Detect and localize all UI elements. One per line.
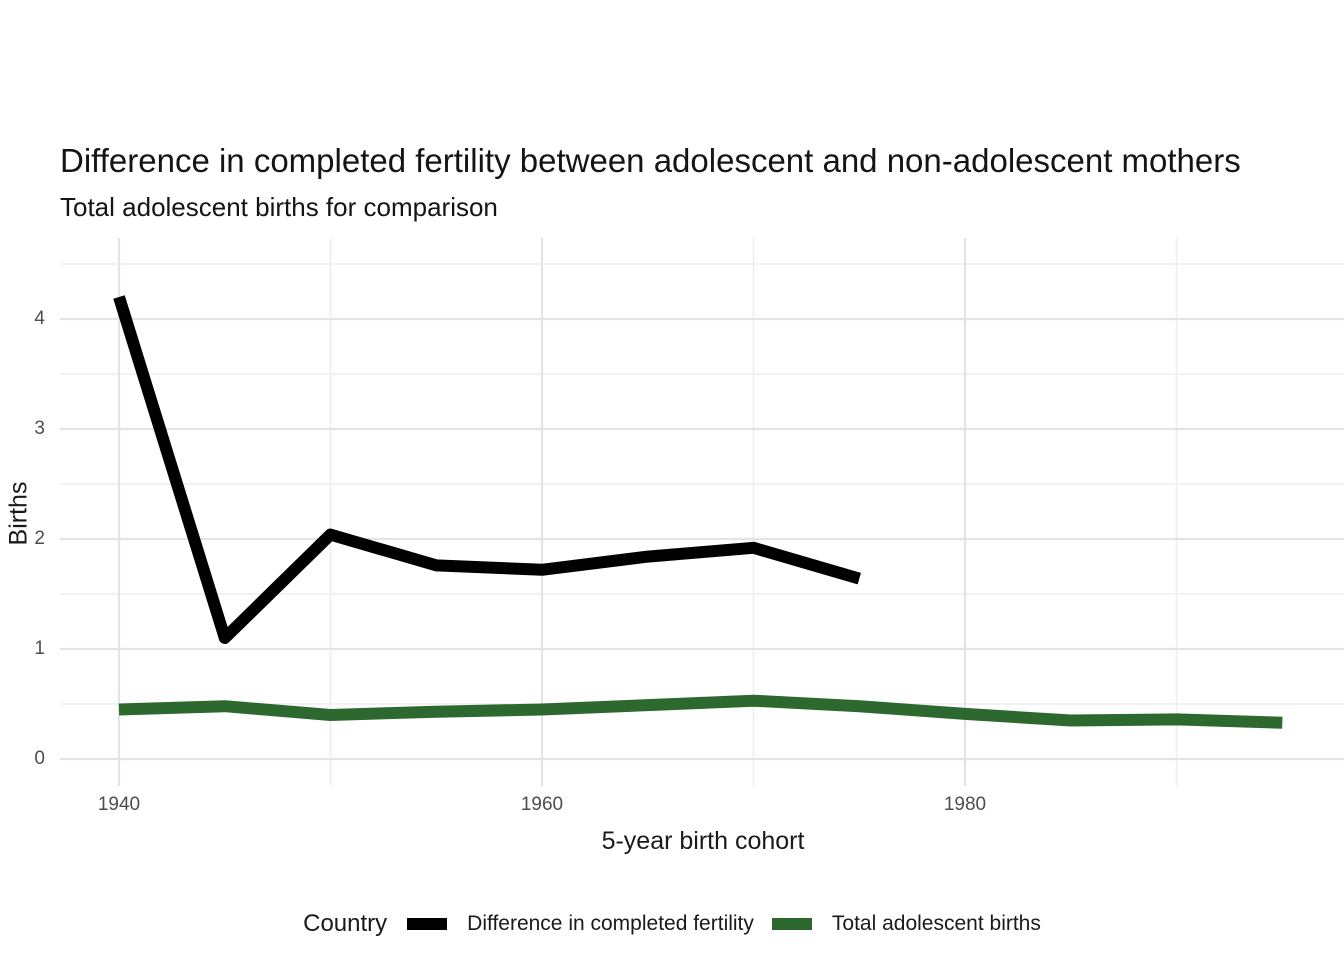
difference-line-swatch — [407, 918, 448, 930]
chart-title: Difference in completed fertility betwee… — [60, 142, 1241, 179]
legend-label-difference: Difference in completed fertility — [467, 912, 754, 935]
legend-title: Country — [303, 910, 388, 937]
legend-item-difference: Difference in completed fertility — [407, 912, 754, 936]
x-tick-label: 1940 — [97, 794, 141, 815]
y-tick-label: 1 — [34, 638, 45, 659]
difference-line — [113, 295, 861, 644]
chart-subtitle: Total adolescent births for comparison — [60, 192, 498, 222]
y-tick-label: 0 — [34, 748, 45, 769]
legend-label-total: Total adolescent births — [831, 912, 1041, 935]
gridlines-minor — [60, 238, 1344, 786]
series-lines — [113, 295, 1283, 729]
y-tick-label: 3 — [34, 418, 45, 439]
gridlines-major — [60, 238, 1344, 786]
x-tick-label: 1960 — [520, 794, 564, 815]
x-axis-title: 5-year birth cohort — [601, 827, 805, 855]
y-tick-label: 4 — [34, 308, 45, 329]
y-axis-title: Births — [4, 481, 33, 546]
total-births-line — [118, 694, 1283, 729]
legend: Country Difference in completed fertilit… — [0, 905, 1344, 943]
x-tick-label: 1980 — [943, 794, 987, 815]
y-tick-label: 2 — [34, 528, 45, 549]
total-births-line-swatch — [771, 918, 812, 930]
legend-item-total: Total adolescent births — [771, 912, 1041, 936]
